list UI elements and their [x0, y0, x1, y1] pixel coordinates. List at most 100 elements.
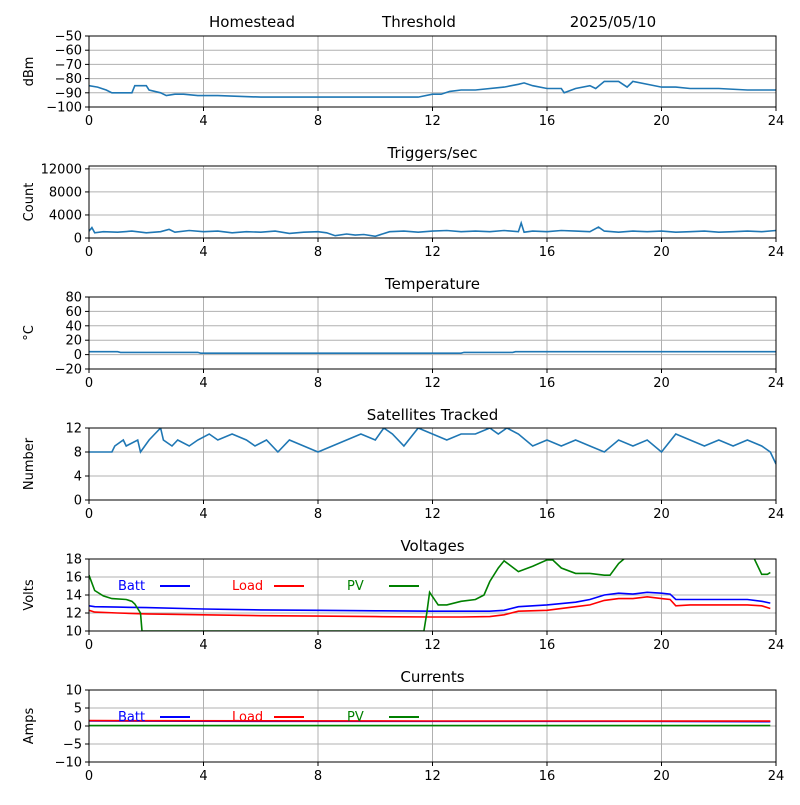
x-tick-label-temperature-3: 12 [424, 376, 441, 391]
x-tick-label-voltages-1: 4 [199, 638, 207, 653]
y-tick-label-triggers-3: 12000 [41, 162, 82, 177]
y-axis-label-temperature: °C [22, 325, 37, 341]
y-tick-label-temperature-2: 20 [65, 334, 82, 349]
y-tick-label-satellites-3: 12 [65, 422, 82, 437]
x-tick-label-currents-0: 0 [85, 769, 93, 784]
y-axis-label-voltages: Volts [22, 579, 37, 611]
y-tick-label-temperature-5: 80 [65, 291, 82, 306]
x-tick-label-temperature-2: 8 [314, 376, 322, 391]
series-line-signal-0 [89, 80, 776, 98]
series-line-triggers-0 [89, 220, 776, 238]
y-tick-label-satellites-1: 4 [74, 470, 82, 485]
series-line-voltages-pv [89, 559, 771, 631]
panel-title-triggers: Triggers/sec [387, 144, 478, 162]
x-tick-label-triggers-6: 24 [768, 245, 785, 260]
series-line-temperature-0 [89, 350, 776, 355]
y-axis-label-triggers: Count [22, 183, 37, 222]
x-tick-label-signal-4: 16 [539, 114, 556, 129]
series-line-currents-load [89, 719, 771, 722]
x-tick-label-currents-3: 12 [424, 769, 441, 784]
x-tick-label-satellites-3: 12 [424, 507, 441, 522]
x-tick-label-satellites-6: 24 [768, 507, 785, 522]
legend-label-currents-pv: PV [347, 710, 364, 725]
y-axis-label-satellites: Number [22, 437, 37, 490]
series-line-voltages-load [89, 595, 771, 618]
x-tick-label-temperature-6: 24 [768, 376, 785, 391]
y-tick-label-temperature-1: 0 [74, 348, 82, 363]
x-tick-label-signal-6: 24 [768, 114, 785, 129]
y-tick-label-voltages-3: 16 [65, 571, 82, 586]
x-tick-label-currents-4: 16 [539, 769, 556, 784]
y-tick-label-signal-3: −70 [55, 58, 82, 73]
x-tick-label-satellites-4: 16 [539, 507, 556, 522]
panel-voltages: 0 4 8 12 16 20 24 10 12 14 16 18 Voltages Volts Batt Lo… [22, 537, 784, 653]
panel-title-currents: Currents [400, 668, 464, 686]
y-tick-label-signal-1: −90 [55, 86, 82, 101]
x-tick-label-triggers-3: 12 [424, 245, 441, 260]
legend-label-currents-batt: Batt [118, 710, 145, 725]
x-tick-label-temperature-4: 16 [539, 376, 556, 391]
x-tick-label-voltages-0: 0 [85, 638, 93, 653]
panel-title-temperature: Temperature [384, 275, 480, 293]
y-tick-label-signal-5: −50 [55, 30, 82, 45]
y-tick-label-signal-0: −100 [46, 101, 82, 116]
x-tick-label-satellites-5: 20 [653, 507, 670, 522]
y-tick-label-currents-4: 10 [65, 684, 82, 699]
x-tick-label-voltages-3: 12 [424, 638, 441, 653]
y-tick-label-currents-3: 5 [74, 702, 82, 717]
legend-label-voltages-pv: PV [347, 579, 364, 594]
mode-label: Threshold [381, 13, 456, 31]
x-tick-label-signal-1: 4 [199, 114, 207, 129]
x-tick-label-triggers-4: 16 [539, 245, 556, 260]
x-tick-label-temperature-5: 20 [653, 376, 670, 391]
panel-triggers: 0 4 8 12 16 20 24 0 4000 8000 12000 Triggers/sec Cou… [22, 144, 784, 260]
y-tick-label-temperature-3: 40 [65, 319, 82, 334]
legend-label-voltages-load: Load [232, 579, 263, 594]
y-tick-label-triggers-0: 0 [74, 232, 82, 247]
x-tick-label-temperature-0: 0 [85, 376, 93, 391]
y-tick-label-voltages-2: 14 [65, 589, 82, 604]
x-tick-label-satellites-2: 8 [314, 507, 322, 522]
x-tick-label-signal-0: 0 [85, 114, 93, 129]
y-tick-label-voltages-1: 12 [65, 607, 82, 622]
y-tick-label-voltages-4: 18 [65, 553, 82, 568]
series-line-satellites-0 [89, 428, 776, 465]
x-tick-label-voltages-4: 16 [539, 638, 556, 653]
x-tick-label-satellites-1: 4 [199, 507, 207, 522]
panel-title-voltages: Voltages [400, 537, 464, 555]
panel-signal: 0 4 8 12 16 20 24 −100−90−80−70−60−50 dBm [22, 30, 784, 130]
y-tick-label-satellites-2: 8 [74, 446, 82, 461]
y-tick-label-temperature-0: −20 [55, 363, 82, 378]
x-tick-label-voltages-2: 8 [314, 638, 322, 653]
y-axis-label-currents: Amps [22, 707, 37, 744]
x-tick-label-triggers-1: 4 [199, 245, 207, 260]
x-tick-label-currents-1: 4 [199, 769, 207, 784]
panel-satellites: 0 4 8 12 16 20 24 0 4 8 12 Satellites Tracked Number [22, 406, 784, 522]
x-tick-label-temperature-1: 4 [199, 376, 207, 391]
legend-label-voltages-batt: Batt [118, 579, 145, 594]
series-line-voltages-batt [89, 591, 771, 613]
x-tick-label-currents-5: 20 [653, 769, 670, 784]
y-tick-label-currents-0: −10 [55, 756, 82, 771]
x-tick-label-satellites-0: 0 [85, 507, 93, 522]
y-tick-label-temperature-4: 60 [65, 305, 82, 320]
y-tick-label-signal-4: −60 [55, 44, 82, 59]
legend-label-currents-load: Load [232, 710, 263, 725]
x-tick-label-triggers-0: 0 [85, 245, 93, 260]
y-tick-label-currents-1: −5 [63, 738, 82, 753]
y-axis-label-signal: dBm [22, 57, 37, 87]
x-tick-label-signal-2: 8 [314, 114, 322, 129]
y-tick-label-voltages-0: 10 [65, 625, 82, 640]
x-tick-label-triggers-2: 8 [314, 245, 322, 260]
y-tick-label-currents-2: 0 [74, 720, 82, 735]
x-tick-label-voltages-6: 24 [768, 638, 785, 653]
y-tick-label-triggers-2: 8000 [49, 185, 82, 200]
panel-currents: 0 4 8 12 16 20 24 −10 −5 0 5 10 Currents Amps Batt Load… [22, 668, 784, 784]
x-tick-label-currents-2: 8 [314, 769, 322, 784]
station-name: Homestead [209, 13, 295, 31]
date-label: 2025/05/10 [570, 13, 656, 31]
y-tick-label-triggers-1: 4000 [49, 208, 82, 223]
x-tick-label-currents-6: 24 [768, 769, 785, 784]
y-tick-label-satellites-0: 0 [74, 494, 82, 509]
